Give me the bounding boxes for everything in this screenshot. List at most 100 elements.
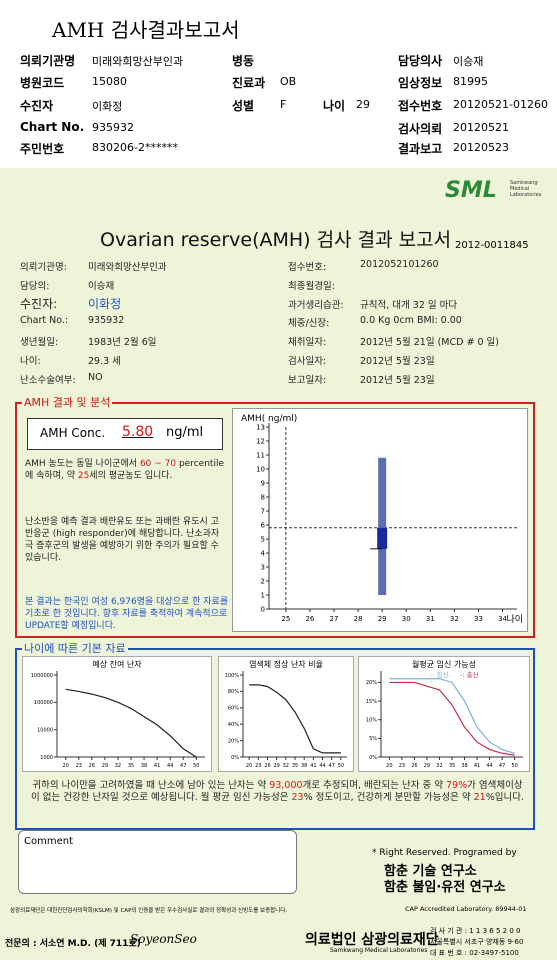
info-label: 채취일자: <box>288 337 327 349</box>
y-tick-label: 40% <box>228 722 239 728</box>
info-label: 체중/신장: <box>288 318 330 330</box>
credit: * Right Reserved. Programed by <box>372 848 517 858</box>
info-value: 2012년 5월 23일 <box>360 374 435 386</box>
credit: 함춘 불임·유전 연구소 <box>384 880 506 895</box>
x-tick-label: 27 <box>330 615 339 623</box>
x-tick-label: 50 <box>193 763 199 769</box>
x-label: 나이 <box>506 614 523 625</box>
text-part: AMH 농도는 동일 나이군에서 <box>25 459 140 469</box>
x-tick-label: 38 <box>301 763 307 769</box>
x-tick-label: 20 <box>246 763 252 769</box>
analysis-3: 본 결과는 한국인 여성 6,976명을 대상으로 한 자료를 기초로 한 것입… <box>25 597 229 631</box>
x-tick-label: 20 <box>386 763 392 769</box>
conc-value: 5.80 <box>122 424 154 440</box>
header-title: AMH 검사결과보고서 <box>52 18 240 42</box>
text-part: %입니다. <box>485 792 524 803</box>
text-part: 21 <box>473 792 486 803</box>
field-label: 검사의뢰 <box>398 122 443 136</box>
y-tick-label: 80% <box>228 689 239 695</box>
report-title: Ovarian reserve(AMH) 검사 결과 보고서 <box>100 229 452 251</box>
info-value: 이화정 <box>88 296 122 311</box>
info-value: 2012년 5월 23일 <box>360 356 435 367</box>
info-label: 검사일자: <box>288 356 327 367</box>
field-label: 병동 <box>232 54 255 68</box>
y-tick-label: 20% <box>366 680 377 686</box>
y-tick-label: 3 <box>261 563 265 571</box>
field-value: 20120521-01260 <box>453 98 548 111</box>
box <box>377 527 388 549</box>
line <box>389 678 515 754</box>
amh-box <box>15 402 535 638</box>
logo-sub: Samkwang Medical Laboratories <box>510 180 542 198</box>
field-value: 이승재 <box>453 55 484 68</box>
x-tick-label: 41 <box>310 763 316 769</box>
y-tick-label: 9 <box>261 479 265 487</box>
x-tick-label: 26 <box>411 763 417 769</box>
chart-pregnancy: 월평균 임신 가능성 0% 5% 10% 15% 20% 20 23 26 29 32 35 38 41 4… <box>358 656 530 772</box>
x-tick-label: 29 <box>424 763 430 769</box>
doctor: 전문의 : 서소연 M.D. (제 711호) <box>5 939 141 949</box>
info-label: 과거생리습관: <box>288 299 344 311</box>
x-tick-label: 35 <box>128 763 134 769</box>
x-tick-label: 47 <box>499 763 505 769</box>
info-value: NO <box>88 371 103 383</box>
text-part: 60 ~ 70 <box>139 459 177 469</box>
y-label: AMH( ng/ml) <box>241 414 297 424</box>
field-value: 20120523 <box>453 141 509 154</box>
info-value: 이승재 <box>88 280 115 292</box>
text-part: percentile에 속하며, 약 <box>25 459 224 481</box>
info-value: 규칙적, 대개 32 일 마다 <box>360 299 458 311</box>
x-tick-label: 23 <box>76 763 82 769</box>
y-tick-label: 0% <box>369 755 377 761</box>
field-value: 15080 <box>92 75 127 88</box>
x-tick-label: 47 <box>180 763 186 769</box>
y-tick-label: 10000 <box>37 727 53 733</box>
signature: SoyeonSeo <box>130 932 197 946</box>
x-tick-label: 38 <box>461 763 467 769</box>
info-label: 최종월경일: <box>288 280 335 292</box>
field-label: 수진자 <box>20 99 54 113</box>
x-tick-label: 50 <box>511 763 517 769</box>
x-tick-label: 32 <box>450 615 459 623</box>
info-label: 수진자: <box>20 296 58 311</box>
y-tick-label: 7 <box>261 507 265 515</box>
report-number: 2012-0011845 <box>455 240 529 251</box>
info-value: 935932 <box>88 315 125 327</box>
field-label: 임상정보 <box>398 76 443 90</box>
text-part: 25 <box>77 471 90 481</box>
y-tick-label: 4 <box>261 549 266 557</box>
y-tick-label: 6 <box>261 521 266 529</box>
x-tick-label: 28 <box>354 615 363 623</box>
x-tick-label: 50 <box>338 763 344 769</box>
y-tick-label: 1000000 <box>31 673 53 679</box>
info-value: 미래와희망산부인과 <box>88 262 167 273</box>
x-tick-label: 32 <box>115 763 121 769</box>
legend-entry: -: 임신- <box>430 670 452 679</box>
x-tick-label: 35 <box>292 763 298 769</box>
info-value: 29.3 세 <box>88 356 121 367</box>
age-box <box>15 648 535 830</box>
text-part: 79% <box>446 780 468 791</box>
y-tick-label: 11 <box>256 451 265 459</box>
info-value: 1983년 2월 6일 <box>88 337 157 349</box>
x-tick-label: 44 <box>167 763 173 769</box>
info-label: Chart No.: <box>20 315 69 327</box>
line <box>65 688 197 758</box>
org: 의료법인 삼광의료재단 <box>305 932 439 948</box>
x-tick-label: 26 <box>305 615 314 623</box>
field-label: 성별 <box>232 99 255 113</box>
chart-title: 월평균 임신 가능성 <box>412 659 476 669</box>
x-tick-label: 41 <box>474 763 480 769</box>
x-tick-label: 44 <box>319 763 325 769</box>
chart-title: 염색체 정상 난자 비율 <box>249 659 323 669</box>
y-tick-label: 13 <box>256 423 265 431</box>
field-value: 미래와희망산부인과 <box>92 55 184 68</box>
chart-eggs: 예상 잔여 난자 1000 10000 100000 1000000 20 23 26 29 32… <box>22 656 212 772</box>
field-label: 결과보고 <box>398 142 443 156</box>
field-value: 29 <box>356 98 370 111</box>
field-value: 20120521 <box>453 121 509 134</box>
text-part: 가 염색체이상이 없는 건강한 난자일 것으로 예상됩니다. 월 평균 임신 가… <box>31 780 523 803</box>
text-part: 귀하의 나이만을 고려하였을 때 난소에 남아 있는 난자는 약 <box>32 780 270 791</box>
